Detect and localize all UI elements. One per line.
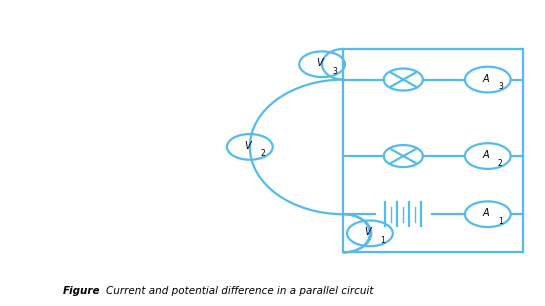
- Text: A: A: [482, 74, 489, 84]
- Text: 2: 2: [498, 159, 502, 168]
- Text: A: A: [482, 150, 489, 160]
- Text: A: A: [482, 208, 489, 218]
- Text: 1: 1: [380, 236, 385, 245]
- Text: 3: 3: [332, 67, 337, 76]
- Text: 1: 1: [498, 217, 502, 226]
- Text: V: V: [365, 227, 371, 237]
- Text: 3: 3: [498, 82, 503, 91]
- Text: 2: 2: [260, 149, 265, 159]
- Text: Current and potential difference in a parallel circuit: Current and potential difference in a pa…: [106, 286, 374, 296]
- Text: Figure: Figure: [63, 286, 100, 296]
- Text: V: V: [317, 58, 323, 68]
- Text: V: V: [244, 141, 251, 151]
